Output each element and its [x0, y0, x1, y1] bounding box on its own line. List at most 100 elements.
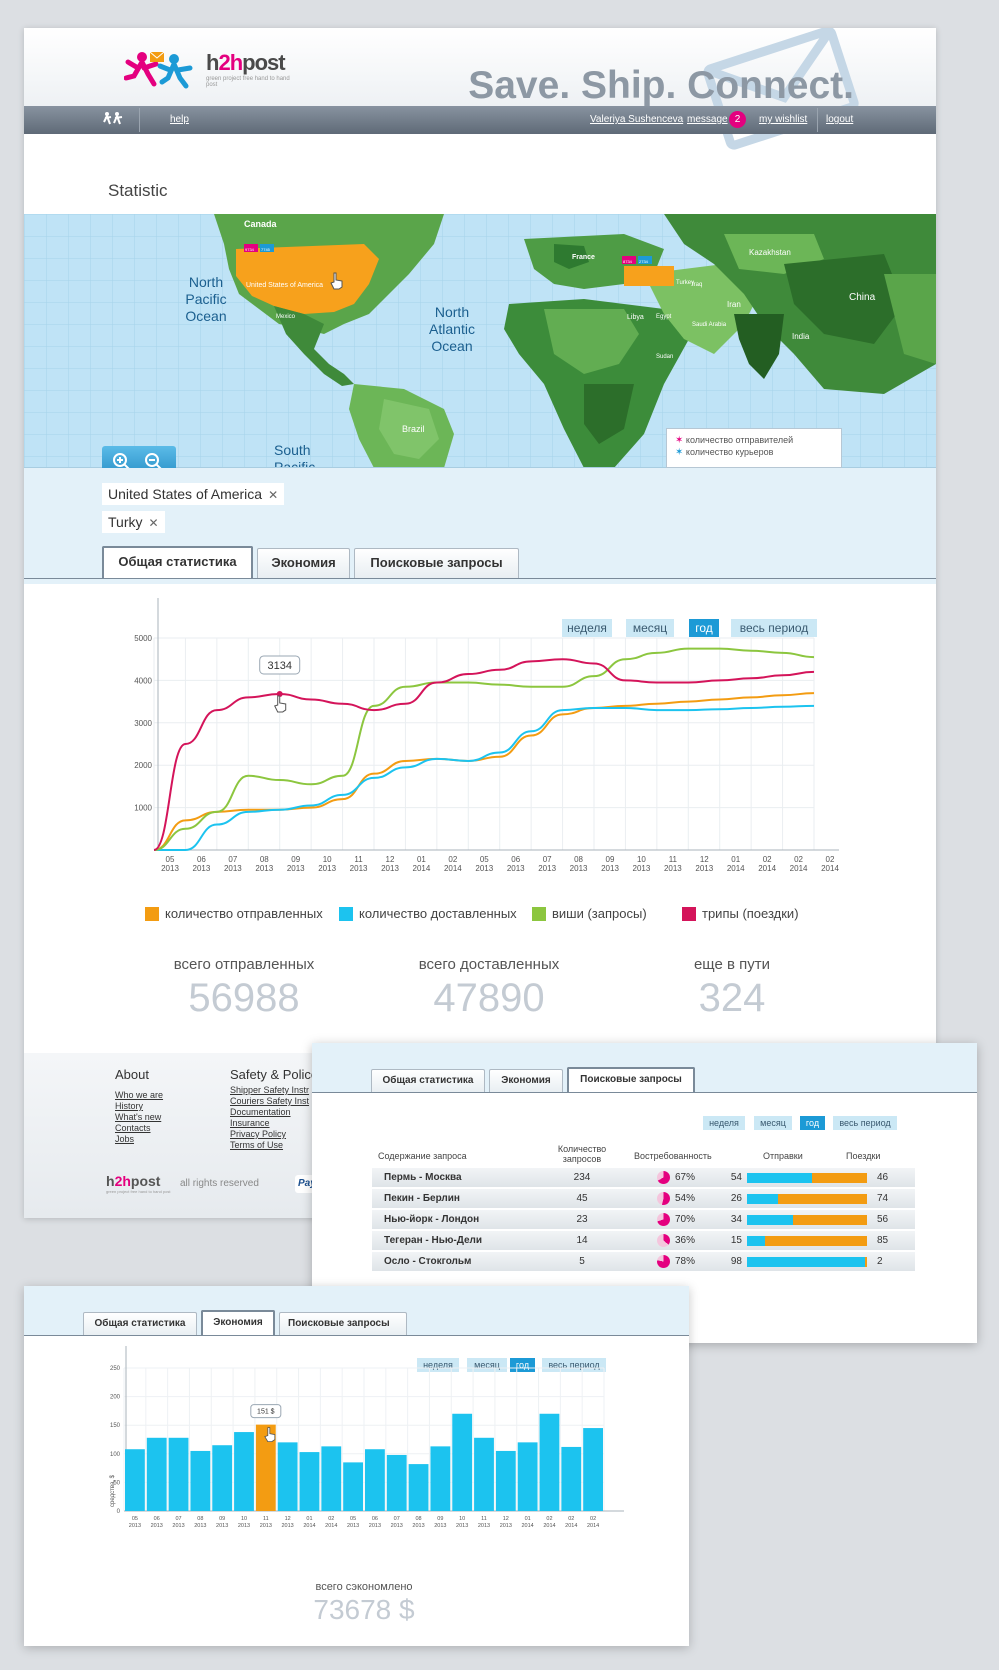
wishlist-link[interactable]: my wishlist	[759, 114, 808, 125]
table-row[interactable]: Пермь - Москва 234 67% 54 46	[372, 1168, 915, 1188]
bar[interactable]	[430, 1446, 451, 1511]
tab-search-queries[interactable]: Поисковые запросы	[354, 548, 519, 578]
footer-link[interactable]: Insurance	[230, 1118, 270, 1128]
footer-link[interactable]: Terms of Use	[230, 1140, 284, 1150]
bar[interactable]	[234, 1432, 254, 1511]
series-toggle-wishes[interactable]: виши (запросы)	[532, 906, 647, 922]
bar[interactable]	[146, 1437, 167, 1511]
help-link[interactable]: help	[170, 114, 189, 125]
x-tick-label: 2013	[194, 1523, 206, 1529]
x-tick-label: 08	[415, 1516, 421, 1522]
map-pin-usa[interactable]	[244, 244, 274, 252]
home-icon[interactable]	[102, 111, 124, 127]
message-link[interactable]: message	[687, 114, 728, 125]
remove-chip-icon[interactable]: ✕	[148, 516, 159, 530]
tab-search-queries[interactable]: Поисковые запросы	[279, 1312, 407, 1336]
footer-link[interactable]: Privacy Policy	[230, 1129, 287, 1139]
x-tick-label: 09	[291, 855, 300, 864]
bar[interactable]	[452, 1413, 473, 1511]
series-line-3[interactable]	[153, 658, 815, 851]
x-tick-label: 02	[763, 855, 772, 864]
bar[interactable]	[386, 1454, 407, 1511]
country-chip-turkey[interactable]: Turky ✕	[102, 511, 165, 533]
user-name-link[interactable]: Valeriya Sushenceva	[590, 114, 684, 125]
query-text: Пекин - Берлин	[384, 1193, 460, 1204]
map-pin-turkey[interactable]	[622, 256, 652, 264]
tab-general-stats[interactable]: Общая статистика	[371, 1069, 485, 1093]
x-tick-label: 2013	[260, 1523, 272, 1529]
bar[interactable]	[321, 1446, 342, 1511]
bar[interactable]	[190, 1450, 211, 1511]
bar[interactable]	[517, 1442, 538, 1511]
ratio-bar	[747, 1257, 867, 1267]
query-text: Пермь - Москва	[384, 1172, 462, 1183]
bar[interactable]	[474, 1437, 494, 1511]
country-chip-usa[interactable]: United States of America ✕	[102, 483, 285, 505]
footer-link[interactable]: Who we are	[115, 1090, 164, 1100]
table-row[interactable]: Тегеран - Нью-Дели 14 36% 15 85	[372, 1231, 915, 1251]
tab-economy[interactable]: Экономия	[257, 548, 350, 578]
bar[interactable]	[299, 1452, 320, 1511]
footer-link[interactable]: Contacts	[115, 1123, 151, 1133]
footer-link[interactable]: Shipper Safety Instr	[230, 1085, 310, 1095]
series-toggle-sent[interactable]: количество отправленных	[145, 906, 323, 922]
series-line-1[interactable]	[154, 704, 815, 851]
bar[interactable]	[365, 1449, 385, 1511]
period-month[interactable]: месяц	[626, 619, 674, 637]
series-toggle-delivered[interactable]: количество доставленных	[339, 906, 517, 922]
tab-economy[interactable]: Экономия	[201, 1310, 275, 1336]
tab-economy[interactable]: Экономия	[489, 1069, 563, 1093]
bar[interactable]	[561, 1446, 582, 1511]
bar[interactable]	[125, 1449, 145, 1511]
footer-link[interactable]: Jobs	[115, 1134, 135, 1144]
map-label-south-pacific: South Pacific	[274, 442, 316, 468]
bar[interactable]	[539, 1413, 560, 1511]
x-tick-label: 10	[241, 1516, 247, 1522]
bar[interactable]	[495, 1450, 516, 1511]
period-week[interactable]: неделя	[703, 1116, 745, 1130]
x-tick-label: 2013	[255, 864, 273, 873]
x-tick-label: 10	[637, 855, 646, 864]
logo[interactable]: h2hpost green project free hand to hand …	[123, 48, 294, 94]
series-line-2[interactable]	[153, 647, 815, 851]
period-all[interactable]: весь период	[833, 1116, 897, 1130]
bar[interactable]	[255, 1424, 276, 1511]
bar[interactable]	[343, 1462, 363, 1511]
checkbox-icon[interactable]	[682, 906, 696, 921]
map-label-usa[interactable]: United States of America	[246, 282, 324, 289]
checkbox-icon[interactable]	[532, 906, 546, 921]
logout-link[interactable]: logout	[826, 114, 854, 125]
period-all[interactable]: весь период	[731, 619, 817, 637]
table-row[interactable]: Нью-йорк - Лондон 23 70% 34 56	[372, 1210, 915, 1230]
checkbox-icon[interactable]	[339, 906, 353, 921]
query-count: 5	[579, 1256, 585, 1267]
table-row[interactable]: Пекин - Берлин 45 54% 26 74	[372, 1189, 915, 1209]
bar[interactable]	[583, 1428, 603, 1511]
message-count-badge[interactable]: 2	[729, 111, 746, 128]
table-row[interactable]: Осло - Стокгольм 5 78% 98 2	[372, 1252, 915, 1272]
footer-link[interactable]: History	[115, 1101, 144, 1111]
map-label-turkey[interactable]: Turkey	[676, 280, 695, 286]
period-week[interactable]: неделя	[562, 619, 612, 637]
line-chart[interactable]: 1000200030004000500005201306201307201308…	[124, 588, 884, 913]
footer-link[interactable]: What's new	[115, 1112, 162, 1122]
period-month[interactable]: месяц	[754, 1116, 792, 1130]
tab-search-queries[interactable]: Поисковые запросы	[567, 1067, 695, 1093]
footer-link[interactable]: Documentation	[230, 1107, 291, 1117]
world-map[interactable]: Canada United States of America Mexico N…	[24, 214, 936, 468]
series-line-0[interactable]	[153, 692, 815, 851]
series-toggle-trips[interactable]: трипы (поездки)	[682, 906, 799, 922]
bar[interactable]	[212, 1445, 233, 1511]
bar[interactable]	[277, 1442, 298, 1511]
tab-general-stats[interactable]: Общая статистика	[83, 1312, 197, 1336]
tab-general-stats[interactable]: Общая статистика	[102, 546, 253, 578]
bar[interactable]	[408, 1464, 429, 1511]
bar[interactable]	[168, 1437, 189, 1511]
period-year[interactable]: год	[689, 619, 719, 637]
remove-chip-icon[interactable]: ✕	[268, 488, 279, 502]
x-tick-label: 02	[590, 1516, 596, 1522]
footer-link[interactable]: Couriers Safety Inst	[230, 1096, 310, 1106]
period-year[interactable]: год	[800, 1116, 825, 1130]
checkbox-icon[interactable]	[145, 906, 159, 921]
